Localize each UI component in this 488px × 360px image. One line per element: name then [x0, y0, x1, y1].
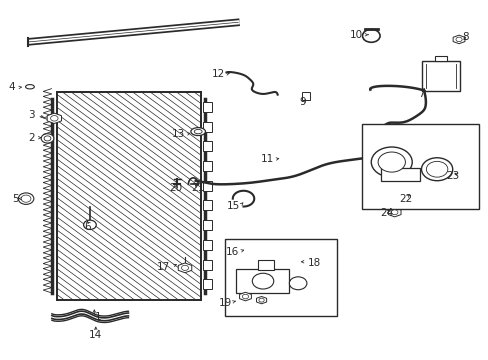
Circle shape: [259, 298, 264, 302]
Polygon shape: [239, 292, 251, 301]
Bar: [224, 239, 336, 316]
Text: 14: 14: [89, 330, 102, 340]
Polygon shape: [47, 113, 61, 123]
Circle shape: [370, 147, 411, 177]
Text: 18: 18: [307, 258, 321, 268]
Text: 11: 11: [260, 154, 273, 164]
Ellipse shape: [190, 128, 205, 135]
Text: 7: 7: [417, 89, 424, 99]
Text: 9: 9: [299, 97, 305, 107]
Text: 2: 2: [28, 133, 35, 143]
Polygon shape: [178, 263, 191, 273]
Bar: [235, 269, 289, 293]
Text: 21: 21: [191, 183, 204, 193]
Text: 22: 22: [398, 194, 411, 204]
Text: 15: 15: [226, 201, 239, 211]
Bar: [203, 122, 211, 132]
Text: 1: 1: [95, 312, 102, 322]
Circle shape: [377, 152, 405, 172]
Polygon shape: [452, 35, 464, 44]
Circle shape: [44, 136, 51, 141]
Text: 16: 16: [225, 247, 238, 257]
Bar: [301, 93, 310, 100]
Bar: [380, 168, 419, 181]
Ellipse shape: [194, 130, 202, 134]
Text: 20: 20: [169, 183, 183, 193]
Text: 24: 24: [380, 208, 393, 218]
Text: 3: 3: [28, 111, 35, 121]
Bar: [361, 125, 478, 209]
Bar: [57, 92, 200, 300]
Text: 17: 17: [157, 262, 170, 272]
Circle shape: [41, 134, 54, 143]
Circle shape: [242, 294, 248, 299]
Circle shape: [390, 210, 397, 215]
Circle shape: [421, 158, 452, 181]
Circle shape: [50, 116, 58, 121]
Bar: [203, 220, 211, 230]
Bar: [203, 201, 211, 211]
Bar: [434, 57, 446, 61]
Bar: [203, 240, 211, 250]
Circle shape: [181, 265, 188, 270]
Text: 19: 19: [218, 298, 231, 308]
Text: 8: 8: [461, 32, 468, 42]
Circle shape: [21, 195, 31, 202]
Circle shape: [252, 273, 273, 289]
Ellipse shape: [25, 85, 34, 89]
Bar: [57, 92, 200, 300]
Text: 4: 4: [9, 82, 15, 93]
Polygon shape: [256, 297, 266, 304]
Bar: [203, 161, 211, 171]
Text: 6: 6: [84, 222, 91, 231]
Bar: [203, 141, 211, 151]
Circle shape: [426, 161, 447, 177]
Text: 10: 10: [348, 30, 362, 40]
Bar: [203, 181, 211, 191]
Text: 5: 5: [13, 194, 19, 204]
Circle shape: [83, 220, 96, 229]
Text: 13: 13: [171, 129, 184, 139]
Bar: [203, 102, 211, 112]
Circle shape: [455, 37, 461, 42]
Text: 23: 23: [445, 171, 458, 181]
Circle shape: [289, 277, 306, 290]
Text: 12: 12: [211, 69, 224, 79]
Circle shape: [362, 30, 379, 42]
Polygon shape: [387, 208, 400, 217]
Bar: [203, 260, 211, 270]
Circle shape: [18, 193, 34, 204]
Bar: [203, 279, 211, 289]
Bar: [422, 61, 459, 91]
Bar: [258, 260, 273, 270]
